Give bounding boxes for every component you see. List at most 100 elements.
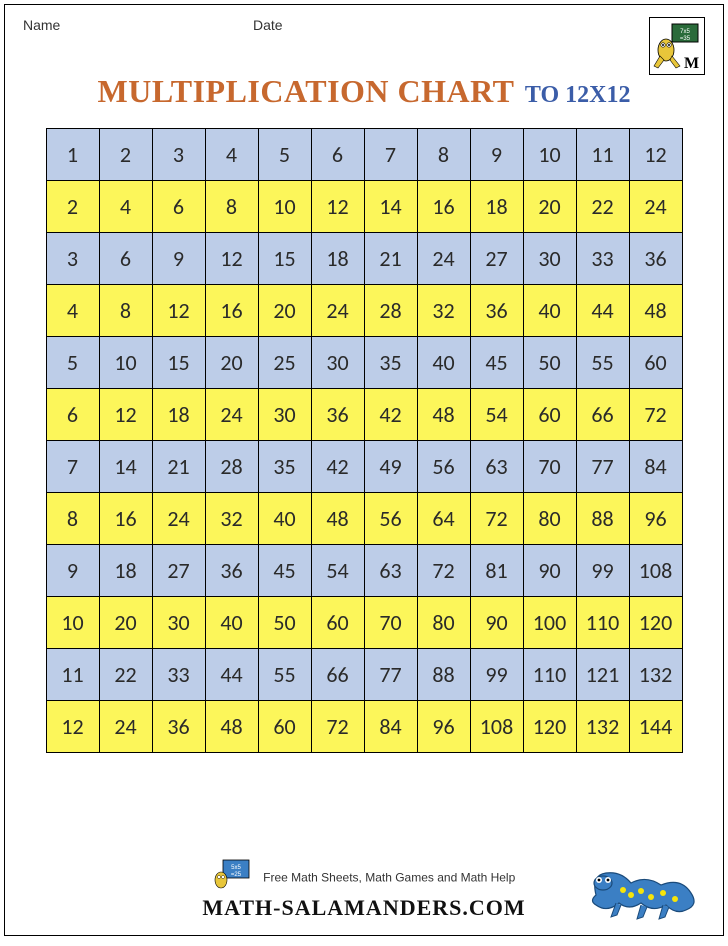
table-cell: 96 xyxy=(417,701,470,753)
table-cell: 14 xyxy=(364,181,417,233)
title: MULTIPLICATION CHART TO 12X12 xyxy=(23,73,705,110)
table-cell: 110 xyxy=(523,649,576,701)
table-cell: 8 xyxy=(417,129,470,181)
table-row: 24681012141618202224 xyxy=(46,181,682,233)
table-cell: 56 xyxy=(364,493,417,545)
svg-text:M: M xyxy=(684,55,699,72)
table-cell: 8 xyxy=(46,493,99,545)
table-cell: 4 xyxy=(205,129,258,181)
date-label: Date xyxy=(253,17,283,33)
top-bar: Name Date 7x5 =35 M xyxy=(23,17,705,75)
date-field-wrap: Date xyxy=(253,17,453,35)
table-cell: 12 xyxy=(311,181,364,233)
table-cell: 24 xyxy=(629,181,682,233)
table-cell: 90 xyxy=(470,597,523,649)
table-cell: 10 xyxy=(99,337,152,389)
table-cell: 63 xyxy=(364,545,417,597)
table-cell: 44 xyxy=(576,285,629,337)
table-row: 123456789101112 xyxy=(46,129,682,181)
table-cell: 90 xyxy=(523,545,576,597)
table-cell: 24 xyxy=(152,493,205,545)
table-cell: 60 xyxy=(258,701,311,753)
table-cell: 120 xyxy=(523,701,576,753)
table-cell: 80 xyxy=(417,597,470,649)
table-cell: 132 xyxy=(629,649,682,701)
table-cell: 3 xyxy=(46,233,99,285)
table-row: 918273645546372819099108 xyxy=(46,545,682,597)
table-cell: 11 xyxy=(46,649,99,701)
table-cell: 48 xyxy=(311,493,364,545)
table-cell: 30 xyxy=(258,389,311,441)
table-cell: 2 xyxy=(99,129,152,181)
table-cell: 70 xyxy=(523,441,576,493)
table-cell: 18 xyxy=(311,233,364,285)
table-cell: 9 xyxy=(152,233,205,285)
table-cell: 28 xyxy=(205,441,258,493)
table-cell: 3 xyxy=(152,129,205,181)
table-cell: 72 xyxy=(417,545,470,597)
table-cell: 56 xyxy=(417,441,470,493)
table-cell: 81 xyxy=(470,545,523,597)
table-cell: 8 xyxy=(205,181,258,233)
table-cell: 132 xyxy=(576,701,629,753)
table-cell: 33 xyxy=(152,649,205,701)
svg-text:=35: =35 xyxy=(680,36,691,42)
table-cell: 70 xyxy=(364,597,417,649)
table-cell: 21 xyxy=(152,441,205,493)
table-cell: 6 xyxy=(46,389,99,441)
table-cell: 20 xyxy=(258,285,311,337)
table-cell: 84 xyxy=(629,441,682,493)
table-cell: 4 xyxy=(46,285,99,337)
table-cell: 96 xyxy=(629,493,682,545)
table-cell: 77 xyxy=(576,441,629,493)
table-cell: 12 xyxy=(152,285,205,337)
table-cell: 18 xyxy=(470,181,523,233)
table-cell: 10 xyxy=(46,597,99,649)
table-cell: 54 xyxy=(311,545,364,597)
table-cell: 6 xyxy=(99,233,152,285)
table-cell: 14 xyxy=(99,441,152,493)
table-cell: 16 xyxy=(99,493,152,545)
table-cell: 4 xyxy=(99,181,152,233)
table-cell: 108 xyxy=(470,701,523,753)
table-cell: 42 xyxy=(364,389,417,441)
table-cell: 36 xyxy=(629,233,682,285)
table-cell: 100 xyxy=(523,597,576,649)
table-cell: 12 xyxy=(205,233,258,285)
table-cell: 5 xyxy=(258,129,311,181)
table-cell: 45 xyxy=(258,545,311,597)
table-cell: 36 xyxy=(205,545,258,597)
table-cell: 12 xyxy=(99,389,152,441)
table-cell: 30 xyxy=(523,233,576,285)
table-cell: 28 xyxy=(364,285,417,337)
multiplication-table: 1234567891011122468101214161820222436912… xyxy=(46,128,683,753)
table-cell: 77 xyxy=(364,649,417,701)
table-cell: 50 xyxy=(523,337,576,389)
table-cell: 15 xyxy=(152,337,205,389)
salamander-icon xyxy=(581,855,701,925)
table-cell: 44 xyxy=(205,649,258,701)
table-cell: 36 xyxy=(470,285,523,337)
svg-text:=25: =25 xyxy=(231,872,242,878)
table-cell: 35 xyxy=(258,441,311,493)
table-cell: 24 xyxy=(417,233,470,285)
table-cell: 120 xyxy=(629,597,682,649)
table-cell: 15 xyxy=(258,233,311,285)
table-cell: 35 xyxy=(364,337,417,389)
table-cell: 12 xyxy=(46,701,99,753)
footer-logo-icon: 5x5 =25 xyxy=(213,858,253,897)
table-cell: 60 xyxy=(311,597,364,649)
table-cell: 11 xyxy=(576,129,629,181)
table-cell: 8 xyxy=(99,285,152,337)
table-cell: 20 xyxy=(523,181,576,233)
table-cell: 27 xyxy=(152,545,205,597)
table-row: 102030405060708090100110120 xyxy=(46,597,682,649)
table-cell: 6 xyxy=(152,181,205,233)
table-cell: 10 xyxy=(258,181,311,233)
table-row: 81624324048566472808896 xyxy=(46,493,682,545)
table-cell: 10 xyxy=(523,129,576,181)
table-cell: 121 xyxy=(576,649,629,701)
table-cell: 50 xyxy=(258,597,311,649)
table-row: 51015202530354045505560 xyxy=(46,337,682,389)
worksheet-page: Name Date 7x5 =35 M MULTIPLICATION CHART xyxy=(4,4,724,936)
